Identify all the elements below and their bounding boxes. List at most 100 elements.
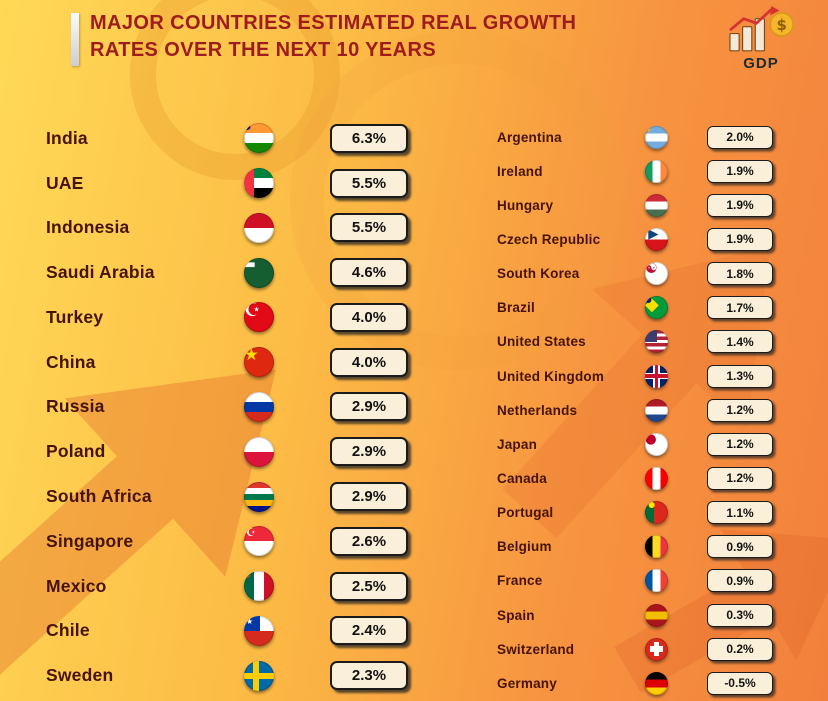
singapore-flag-icon: ☪	[244, 526, 274, 557]
country-name: Russia	[46, 396, 105, 417]
canada-flag-icon: ✶	[645, 466, 668, 490]
country-row: Russia 2.9%	[46, 385, 408, 430]
hungary-flag-icon	[645, 193, 668, 217]
growth-value: 6.3%	[330, 123, 408, 153]
country-row: Saudi Arabia ▬ 4.6%	[46, 250, 408, 295]
growth-value: 2.0%	[707, 125, 773, 149]
netherlands-flag-icon	[645, 398, 668, 422]
country-name: Canada	[497, 470, 547, 486]
growth-value: 1.8%	[707, 262, 773, 286]
country-row: India ● 6.3%	[46, 116, 408, 161]
country-name: United States	[497, 334, 586, 350]
country-row: Switzerland 0.2%	[497, 632, 773, 666]
country-name: China	[46, 351, 96, 372]
united-states-flag-icon	[645, 330, 668, 354]
growth-value: 0.3%	[707, 603, 773, 627]
growth-value: 1.9%	[707, 227, 773, 251]
country-name: Argentina	[497, 129, 562, 145]
south-korea-flag-icon: ☯	[645, 262, 668, 286]
france-flag-icon	[645, 569, 668, 593]
growth-list-left: India ● 6.3% UAE 5.5% Indonesia 5.5% Sau…	[46, 116, 408, 698]
sweden-flag-icon	[244, 660, 274, 691]
page-title-line2: RATES OVER THE NEXT 10 YEARS	[90, 39, 437, 61]
country-row: Indonesia 5.5%	[46, 206, 408, 251]
country-row: Sweden 2.3%	[46, 653, 408, 698]
indonesia-flag-icon	[244, 212, 274, 243]
growth-value: 2.5%	[330, 571, 408, 601]
country-row: Hungary 1.9%	[497, 188, 773, 222]
growth-value: 4.0%	[330, 347, 408, 377]
growth-value: 2.6%	[330, 526, 408, 556]
chile-flag-icon: ★	[244, 615, 274, 646]
country-row: Czech Republic ▶ 1.9%	[497, 222, 773, 256]
country-name: Saudi Arabia	[46, 262, 155, 283]
gdp-label: GDP	[743, 55, 779, 72]
gdp-chart-icon: $	[729, 6, 795, 52]
china-flag-icon: ★	[244, 347, 274, 378]
growth-value: 1.9%	[707, 193, 773, 217]
country-name: Spain	[497, 607, 535, 623]
uae-flag-icon	[244, 168, 274, 199]
country-row: Singapore ☪ 2.6%	[46, 519, 408, 564]
country-row: Spain 0.3%	[497, 598, 773, 632]
country-name: Portugal	[497, 505, 554, 521]
growth-value: 1.4%	[707, 330, 773, 354]
country-name: Chile	[46, 620, 90, 641]
growth-value: 1.1%	[707, 501, 773, 525]
page-title: MAJOR COUNTRIES ESTIMATED REAL GROWTH RA…	[90, 10, 576, 64]
belgium-flag-icon	[645, 535, 668, 559]
growth-value: 4.6%	[330, 258, 408, 288]
country-row: South Africa 2.9%	[46, 474, 408, 519]
growth-value: 1.2%	[707, 466, 773, 490]
growth-value: 2.4%	[330, 616, 408, 646]
country-name: Singapore	[46, 530, 134, 551]
country-name: Belgium	[497, 539, 552, 555]
spain-flag-icon	[645, 603, 668, 627]
portugal-flag-icon: ●	[645, 501, 668, 525]
page-title-line1: MAJOR COUNTRIES ESTIMATED REAL GROWTH	[90, 12, 577, 34]
svg-text:$: $	[776, 16, 786, 34]
country-row: Netherlands 1.2%	[497, 393, 773, 427]
country-row: Poland 2.9%	[46, 429, 408, 474]
country-row: Canada ✶ 1.2%	[497, 461, 773, 495]
country-name: France	[497, 573, 543, 589]
switzerland-flag-icon	[645, 637, 668, 661]
country-row: Argentina ☀ 2.0%	[497, 120, 773, 154]
germany-flag-icon	[645, 671, 668, 695]
country-row: Turkey ☪ 4.0%	[46, 295, 408, 340]
growth-value: 1.2%	[707, 398, 773, 422]
saudi-arabia-flag-icon: ▬	[244, 257, 274, 288]
country-name: Netherlands	[497, 402, 578, 418]
country-name: Czech Republic	[497, 231, 601, 247]
ireland-flag-icon	[645, 159, 668, 183]
country-name: Indonesia	[46, 217, 130, 238]
brazil-flag-icon: ◆ ●	[645, 296, 668, 320]
country-name: Japan	[497, 436, 538, 452]
country-row: South Korea ☯ 1.8%	[497, 257, 773, 291]
country-row: Portugal ● 1.1%	[497, 496, 773, 530]
country-row: Belgium 0.9%	[497, 530, 773, 564]
growth-value: 1.2%	[707, 432, 773, 456]
growth-value: 2.9%	[330, 482, 408, 511]
country-row: Japan ● 1.2%	[497, 427, 773, 461]
growth-value: 2.9%	[330, 437, 408, 467]
country-name: South Africa	[46, 486, 152, 506]
country-row: United Kingdom 1.3%	[497, 359, 773, 393]
united-kingdom-flag-icon	[645, 364, 668, 388]
growth-value: 4.0%	[330, 302, 408, 332]
south-africa-flag-icon	[244, 481, 274, 512]
country-name: Switzerland	[497, 641, 575, 657]
title-accent-bar	[71, 13, 79, 66]
growth-value: -0.5%	[707, 671, 773, 695]
growth-value: 1.7%	[707, 296, 773, 320]
country-row: France 0.9%	[497, 564, 773, 598]
growth-value: 1.3%	[707, 364, 773, 388]
country-row: Chile ★ 2.4%	[46, 608, 408, 653]
growth-value: 1.9%	[707, 159, 773, 183]
country-name: South Korea	[497, 266, 580, 282]
japan-flag-icon: ●	[645, 432, 668, 456]
country-name: Brazil	[497, 300, 535, 316]
growth-value: 2.9%	[330, 392, 408, 422]
country-name: Ireland	[497, 163, 543, 179]
